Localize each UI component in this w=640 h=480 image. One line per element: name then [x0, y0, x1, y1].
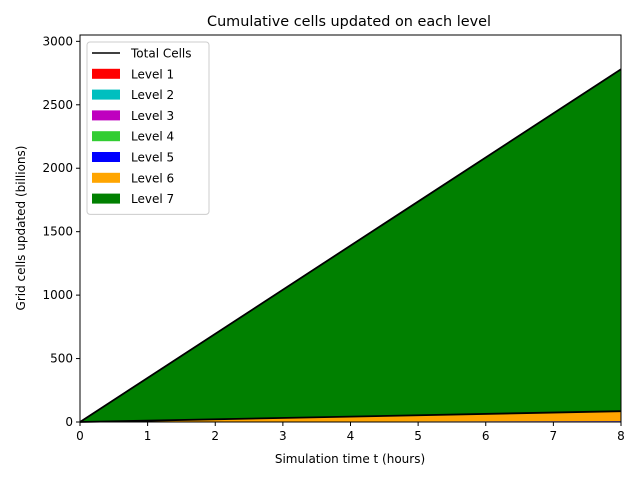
legend-swatch-level-1 — [92, 68, 120, 79]
legend: Total Cells Level 1 Level 2 Level 3 Level 4 L… — [86, 41, 210, 215]
chart-title: Cumulative cells updated on each level — [207, 14, 491, 30]
legend-swatch-level-4 — [92, 131, 120, 142]
total-cells-line — [79, 68, 622, 423]
legend-label: Total Cells — [130, 47, 192, 61]
y-tick-label: 500 — [50, 352, 73, 366]
legend-label: Level 1 — [131, 67, 174, 81]
y-tick-label: 3000 — [42, 34, 73, 48]
x-axis-label: Simulation time t (hours) — [275, 452, 425, 466]
y-tick-label: 1500 — [42, 225, 73, 239]
x-tick-label: 7 — [550, 429, 558, 443]
legend-swatch-level-3 — [92, 110, 120, 121]
legend-label: Level 2 — [131, 88, 174, 102]
legend-swatch-level-7 — [92, 193, 120, 204]
x-tick-label: 3 — [279, 429, 287, 443]
x-tick-label: 0 — [76, 429, 84, 443]
x-tick-label: 4 — [347, 429, 355, 443]
x-tick-label: 6 — [482, 429, 490, 443]
legend-label: Level 4 — [131, 130, 174, 144]
x-tick-label: 8 — [617, 429, 625, 443]
y-tick-label: 2500 — [42, 98, 73, 112]
legend-swatch-level-6 — [92, 172, 120, 183]
y-tick-label: 2000 — [42, 161, 73, 175]
x-tick-label: 5 — [414, 429, 422, 443]
y-tick-label: 1000 — [42, 288, 73, 302]
legend-label: Level 5 — [131, 151, 174, 165]
y-tick-label: 0 — [65, 415, 73, 429]
legend-swatch-level-5 — [92, 152, 120, 162]
y-axis: 0 500 1000 1500 2000 2500 3000 — [42, 34, 80, 429]
legend-swatch-level-2 — [92, 89, 120, 100]
x-tick-label: 1 — [144, 429, 152, 443]
x-tick-label: 2 — [211, 429, 219, 443]
legend-label: Level 7 — [131, 192, 174, 206]
legend-label: Level 3 — [131, 109, 174, 123]
y-axis-label: Grid cells updated (billions) — [14, 146, 28, 311]
level-6-boundary-line — [79, 410, 622, 423]
legend-box — [86, 41, 210, 215]
x-axis: 0 1 2 3 4 5 6 7 8 — [76, 422, 625, 443]
legend-label: Level 6 — [131, 171, 174, 185]
total-line-layer — [79, 68, 622, 423]
